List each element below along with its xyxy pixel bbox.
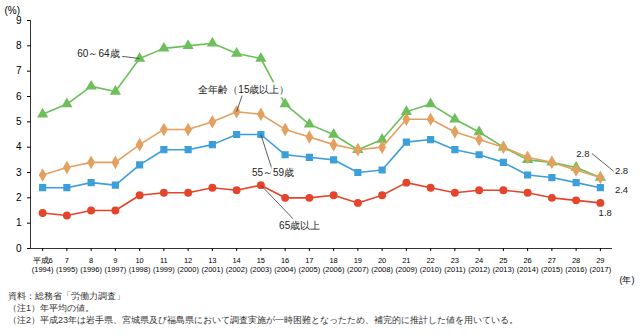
svg-text:3: 3: [16, 167, 22, 178]
svg-text:8(1996): 8(1996): [80, 256, 102, 273]
svg-text:15(2003): 15(2003): [250, 256, 272, 273]
html-text:（注1）年平均の値。: （注1）年平均の値。: [8, 303, 94, 313]
svg-text:1: 1: [16, 217, 22, 228]
svg-text:8: 8: [16, 40, 22, 51]
svg-text:9: 9: [16, 15, 22, 26]
svg-text:5: 5: [16, 116, 22, 127]
svg-text:2.4: 2.4: [615, 184, 628, 195]
svg-text:2.8: 2.8: [576, 148, 589, 159]
svg-text:12(2000): 12(2000): [177, 256, 199, 273]
svg-text:21(2009): 21(2009): [396, 256, 418, 273]
svg-text:65歳以上: 65歳以上: [279, 220, 320, 231]
svg-text:19(2007): 19(2007): [347, 256, 369, 273]
html-text:資料：総務省「労働力調査」: 資料：総務省「労働力調査」: [8, 291, 125, 301]
svg-text:20(2008): 20(2008): [371, 256, 393, 273]
svg-text:1.8: 1.8: [599, 207, 612, 218]
svg-text:14(2002): 14(2002): [226, 256, 248, 273]
svg-text:27(2015): 27(2015): [541, 256, 563, 273]
svg-text:2.8: 2.8: [615, 165, 628, 176]
svg-text:(%): (%): [5, 5, 21, 16]
svg-text:25(2013): 25(2013): [493, 256, 515, 273]
svg-text:全年齢（15歳以上）: 全年齢（15歳以上）: [198, 84, 289, 95]
svg-text:18(2006): 18(2006): [323, 256, 345, 273]
svg-text:4: 4: [16, 141, 22, 152]
svg-text:60～64歳: 60～64歳: [77, 48, 119, 59]
svg-text:26(2014): 26(2014): [517, 256, 539, 273]
svg-text:6: 6: [16, 91, 22, 102]
svg-text:7(1995): 7(1995): [56, 256, 78, 273]
svg-text:10(1998): 10(1998): [129, 256, 151, 273]
svg-text:7: 7: [16, 65, 22, 76]
svg-text:(年): (年): [620, 275, 635, 285]
svg-text:17(2005): 17(2005): [299, 256, 321, 273]
svg-text:22(2010): 22(2010): [420, 256, 442, 273]
svg-text:11(1999): 11(1999): [153, 256, 175, 273]
svg-text:13(2001): 13(2001): [202, 256, 224, 273]
svg-text:2: 2: [16, 192, 22, 203]
svg-text:28(2016): 28(2016): [565, 256, 587, 273]
svg-text:29(2017): 29(2017): [590, 256, 612, 273]
html-text:（注2）平成23年は岩手県、宮城県及び福島県において調査実施: （注2）平成23年は岩手県、宮城県及び福島県において調査実施が一時困難となったた…: [8, 315, 518, 325]
svg-text:24(2012): 24(2012): [468, 256, 490, 273]
svg-text:23(2011): 23(2011): [444, 256, 466, 273]
svg-text:平成6(1994): 平成6(1994): [32, 256, 54, 273]
svg-text:16(2004): 16(2004): [274, 256, 296, 273]
svg-text:55～59歳: 55～59歳: [252, 167, 294, 178]
svg-text:9(1997): 9(1997): [105, 256, 127, 273]
svg-text:0: 0: [16, 243, 22, 254]
